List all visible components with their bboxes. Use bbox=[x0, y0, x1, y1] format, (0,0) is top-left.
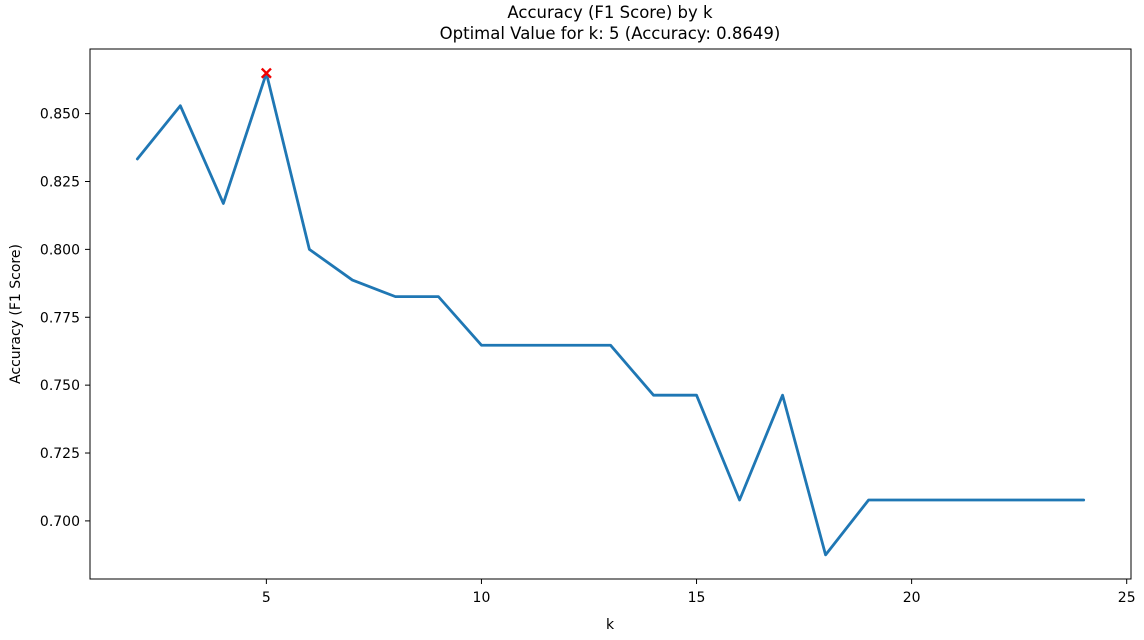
axes-spines bbox=[89, 48, 1132, 580]
chart-subtitle: Optimal Value for k: 5 (Accuracy: 0.8649… bbox=[440, 24, 781, 43]
y-tick-label: 0.725 bbox=[40, 446, 80, 462]
y-tick-label: 0.775 bbox=[40, 310, 80, 326]
x-tick-label: 5 bbox=[262, 590, 271, 606]
x-tick-label: 15 bbox=[688, 590, 706, 606]
accuracy-line bbox=[135, 71, 1086, 557]
x-tick-label: 10 bbox=[473, 590, 491, 606]
x-axis-label: k bbox=[606, 617, 615, 633]
y-tick-label: 0.850 bbox=[40, 107, 80, 123]
optimal-x-marker bbox=[260, 67, 272, 79]
plot-area: 5 10 15 20 25 0.700 0.725 0.750 0.775 0.800 0.825 0… bbox=[40, 48, 1136, 606]
x-tick-label: 25 bbox=[1118, 590, 1136, 606]
y-tick-label: 0.700 bbox=[40, 514, 80, 530]
y-tick-label: 0.800 bbox=[40, 242, 80, 258]
x-tick-label: 20 bbox=[903, 590, 921, 606]
y-tick-label: 0.750 bbox=[40, 378, 80, 394]
chart-title: Accuracy (F1 Score) by k bbox=[507, 3, 713, 22]
y-axis-label: Accuracy (F1 Score) bbox=[8, 244, 24, 384]
y-tick-label: 0.825 bbox=[40, 175, 80, 191]
